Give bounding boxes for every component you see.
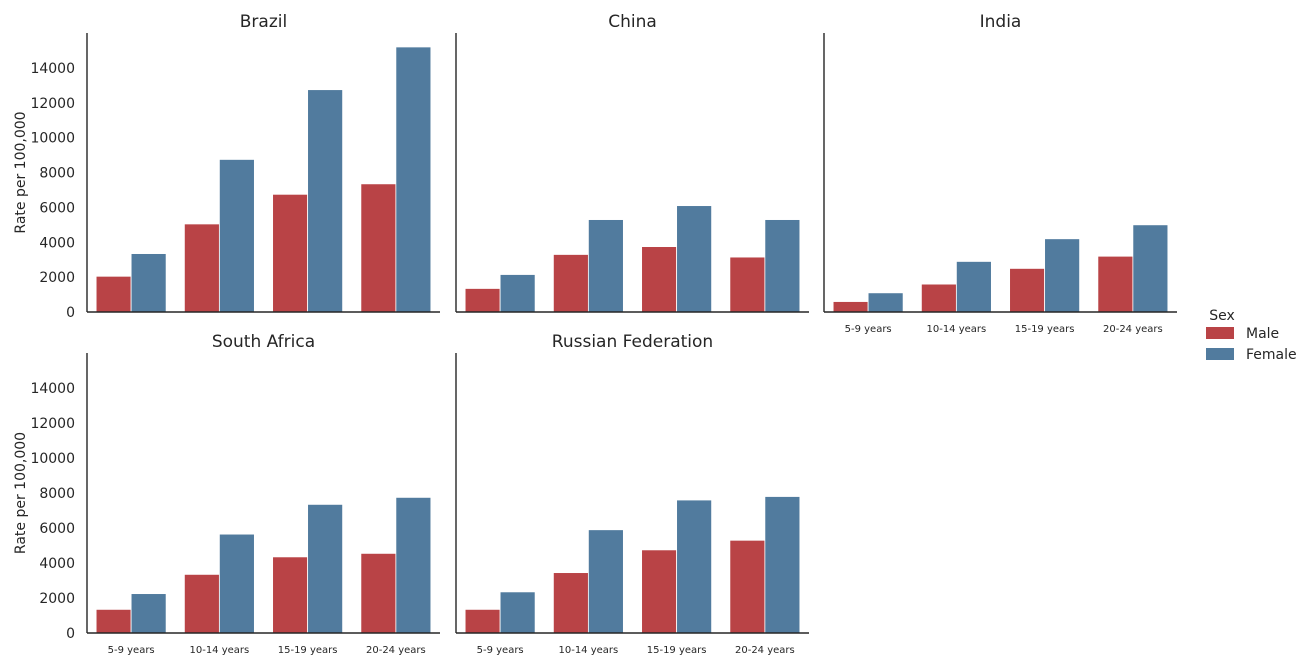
facet-title: India: [980, 12, 1022, 32]
facet-title: China: [608, 12, 657, 32]
x-tick-label: 5-9 years: [108, 645, 155, 656]
bar-male-10-14-years: [183, 223, 220, 313]
x-tick-label: 10-14 years: [189, 645, 249, 656]
facet-panel-india: India 5-9 years 10-14 years 15-19 years 20-2…: [823, 12, 1177, 335]
facet-title: Brazil: [240, 12, 287, 32]
y-tick-label: 6000: [39, 200, 75, 216]
bar-male-5-9-years: [832, 301, 869, 313]
y-tick-label: 0: [66, 305, 75, 321]
x-tick-label: 5-9 years: [477, 645, 524, 656]
bar-male-5-9-years: [464, 288, 501, 313]
bar-male-10-14-years: [183, 573, 220, 634]
bar-female-15-19-years: [676, 499, 713, 634]
bar-female-20-24-years: [764, 219, 801, 313]
legend-swatch-male: [1206, 327, 1234, 339]
bar-female-10-14-years: [218, 159, 255, 313]
bar-female-5-9-years: [867, 292, 904, 313]
x-tick-label: 15-19 years: [278, 645, 338, 656]
bar-female-15-19-years: [307, 89, 344, 313]
y-tick-label: 12000: [30, 96, 75, 112]
y-tick-label: 4000: [39, 556, 75, 572]
x-tick-label: 10-14 years: [926, 324, 986, 335]
bar-male-15-19-years: [272, 193, 309, 313]
y-tick-label: 2000: [39, 591, 75, 607]
bar-male-15-19-years: [272, 556, 309, 634]
bar-male-20-24-years: [1097, 255, 1134, 313]
bar-male-10-14-years: [552, 572, 589, 634]
bar-male-20-24-years: [729, 256, 766, 313]
y-tick-label: 0: [66, 626, 75, 642]
bar-female-20-24-years: [764, 496, 801, 634]
y-tick-label: 4000: [39, 235, 75, 251]
bar-male-20-24-years: [360, 552, 397, 634]
y-tick-label: 2000: [39, 270, 75, 286]
bar-female-20-24-years: [395, 46, 432, 313]
y-tick-label: 8000: [39, 486, 75, 502]
x-tick-label: 20-24 years: [1103, 324, 1163, 335]
bar-female-5-9-years: [130, 253, 167, 313]
facet-title: Russian Federation: [552, 332, 713, 352]
y-tick-label: 8000: [39, 166, 75, 182]
bar-male-10-14-years: [920, 283, 957, 313]
legend: Sex Male Female: [1206, 308, 1297, 363]
facet-title: South Africa: [212, 332, 315, 352]
legend-label-female: Female: [1246, 347, 1297, 363]
bar-female-15-19-years: [307, 503, 344, 634]
x-tick-label: 15-19 years: [647, 645, 707, 656]
bar-female-5-9-years: [499, 591, 536, 634]
bar-male-5-9-years: [464, 608, 501, 634]
y-axis-label: Rate per 100,000: [13, 432, 29, 554]
bar-male-5-9-years: [95, 608, 132, 634]
bar-male-15-19-years: [1009, 268, 1046, 313]
y-tick-label: 10000: [30, 451, 75, 467]
bar-female-10-14-years: [587, 219, 624, 313]
facet-panel-russian-federation: Russian Federation 5-9 years 10-14 years 15…: [455, 332, 809, 656]
facet-panel-china: China: [455, 12, 809, 313]
bar-female-10-14-years: [218, 533, 255, 634]
bar-female-5-9-years: [499, 274, 536, 313]
x-tick-label: 5-9 years: [845, 324, 892, 335]
legend-title: Sex: [1209, 308, 1235, 324]
bar-male-15-19-years: [641, 246, 678, 313]
y-tick-label: 10000: [30, 131, 75, 147]
y-tick-label: 12000: [30, 416, 75, 432]
bar-male-5-9-years: [95, 275, 132, 313]
y-tick-label: 14000: [30, 61, 75, 77]
bar-female-20-24-years: [395, 496, 432, 634]
bar-female-5-9-years: [130, 593, 167, 634]
legend-label-male: Male: [1246, 326, 1279, 342]
bar-male-20-24-years: [360, 183, 397, 313]
bar-female-10-14-years: [955, 261, 992, 313]
bar-female-20-24-years: [1132, 224, 1169, 313]
y-axis-label: Rate per 100,000: [13, 111, 29, 233]
x-tick-label: 20-24 years: [366, 645, 426, 656]
y-tick-label: 6000: [39, 521, 75, 537]
facet-panel-south-africa: South Africa 0 2000 4000 6000 8000 10000 12000 1…: [13, 332, 440, 656]
bar-female-15-19-years: [676, 205, 713, 313]
facet-panel-brazil: Brazil 0 2000 4000 6000 8000 10000 12000 14000 Ra…: [13, 12, 440, 321]
x-tick-label: 10-14 years: [558, 645, 618, 656]
bar-male-15-19-years: [641, 549, 678, 634]
x-tick-label: 20-24 years: [735, 645, 795, 656]
bar-female-15-19-years: [1044, 238, 1081, 313]
legend-swatch-female: [1206, 348, 1234, 360]
bar-male-10-14-years: [552, 254, 589, 313]
x-tick-label: 15-19 years: [1015, 324, 1075, 335]
bar-female-10-14-years: [587, 529, 624, 634]
bar-male-20-24-years: [729, 539, 766, 634]
y-tick-label: 14000: [30, 381, 75, 397]
